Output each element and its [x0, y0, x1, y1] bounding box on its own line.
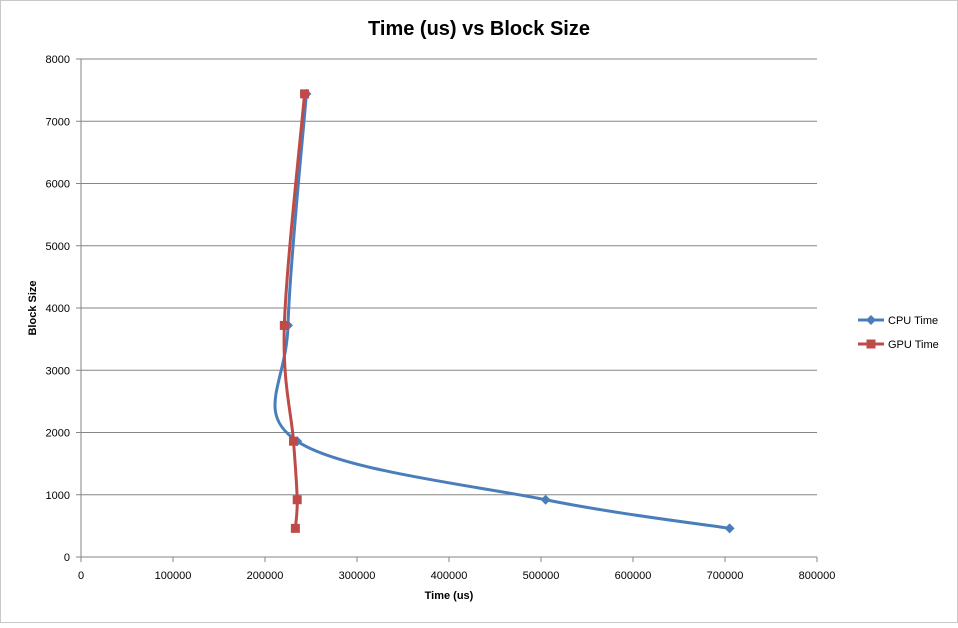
y-tick-label: 3000: [46, 365, 70, 377]
legend-swatch-marker: [866, 339, 876, 349]
x-tick-label: 0: [78, 570, 84, 582]
x-tick-label: 600000: [615, 570, 652, 582]
cpu-time-point: [540, 494, 551, 505]
series-gpu-time: [279, 89, 310, 533]
grid-layer: [81, 58, 817, 496]
series-layer: [273, 88, 735, 534]
y-tick-label: 4000: [46, 303, 70, 315]
tick-layer: 0 1000 2000 3000 4000 5000 6000 7000 8000 0 100000…: [46, 54, 836, 582]
y-tick-label: 0: [64, 552, 70, 564]
x-tick-label: 400000: [431, 570, 468, 582]
gpu-time-point: [279, 320, 289, 330]
x-axis-label: Time (us): [425, 590, 474, 602]
y-tick-label: 8000: [46, 54, 70, 66]
axes-layer: [76, 58, 818, 562]
legend-label: GPU Time: [888, 339, 939, 351]
x-tick-label: 500000: [523, 570, 560, 582]
x-tick-label: 200000: [247, 570, 284, 582]
legend-swatch-marker: [866, 315, 876, 325]
gpu-time-point: [290, 523, 300, 533]
x-tick-label: 800000: [799, 570, 836, 582]
x-tick-label: 700000: [707, 570, 744, 582]
cpu-time-point: [724, 523, 735, 534]
legend-label: CPU Time: [888, 315, 938, 327]
y-tick-label: 5000: [46, 241, 70, 253]
gpu-time-point: [300, 89, 310, 99]
y-tick-label: 1000: [46, 490, 70, 502]
y-tick-label: 2000: [46, 428, 70, 440]
x-tick-label: 300000: [339, 570, 376, 582]
y-axis-label: Block Size: [27, 280, 39, 335]
gpu-time-point: [292, 495, 302, 505]
legend-item-cpu-time: CPU Time: [858, 315, 938, 327]
y-tick-label: 6000: [46, 179, 70, 191]
x-tick-label: 100000: [155, 570, 192, 582]
legend-item-gpu-time: GPU Time: [858, 339, 939, 351]
gpu-time-point: [289, 436, 299, 446]
legend: CPU Time GPU Time: [858, 315, 939, 351]
y-tick-label: 7000: [46, 116, 70, 128]
chart-title: Time (us) vs Block Size: [368, 18, 590, 40]
